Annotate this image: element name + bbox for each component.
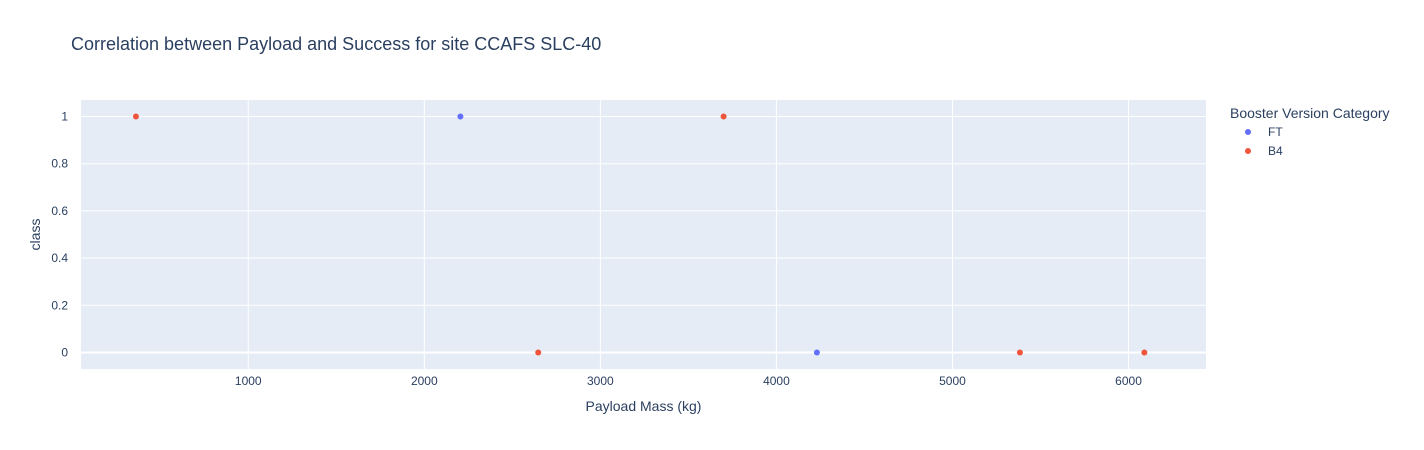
data-point-ft[interactable] xyxy=(813,349,820,356)
x-tick-label: 2000 xyxy=(411,374,438,388)
data-point-b4[interactable] xyxy=(1141,349,1148,356)
legend-marker xyxy=(1245,129,1251,135)
y-tick-label: 1 xyxy=(61,110,68,124)
y-tick-label: 0.2 xyxy=(51,298,68,312)
y-axis-title: class xyxy=(27,219,43,251)
data-point-b4[interactable] xyxy=(1016,349,1023,356)
legend-label: B4 xyxy=(1268,144,1283,158)
data-point-ft[interactable] xyxy=(457,113,464,120)
x-axis-ticks: 1000 2000 3000 4000 5000 6000 xyxy=(235,374,1142,388)
legend-item-b4[interactable]: B4 xyxy=(1245,144,1283,158)
y-tick-label: 0.8 xyxy=(51,157,68,171)
legend[interactable]: Booster Version Category FT B4 xyxy=(1230,105,1390,158)
data-point-b4[interactable] xyxy=(132,113,139,120)
data-points xyxy=(132,113,1148,356)
legend-label: FT xyxy=(1268,125,1283,139)
legend-item-ft[interactable]: FT xyxy=(1245,125,1283,139)
data-point-b4[interactable] xyxy=(720,113,727,120)
y-tick-label: 0.4 xyxy=(51,251,68,265)
x-axis-title: Payload Mass (kg) xyxy=(586,398,702,414)
x-tick-label: 6000 xyxy=(1115,374,1142,388)
grid-lines xyxy=(81,100,1206,369)
data-point-b4[interactable] xyxy=(535,349,542,356)
x-tick-label: 1000 xyxy=(235,374,262,388)
x-tick-label: 4000 xyxy=(763,374,790,388)
legend-marker xyxy=(1245,148,1251,154)
x-tick-label: 3000 xyxy=(587,374,614,388)
y-axis-ticks: 0 0.2 0.4 0.6 0.8 1 xyxy=(51,110,68,360)
y-tick-label: 0 xyxy=(61,345,68,359)
y-tick-label: 0.6 xyxy=(51,204,68,218)
chart-title: Correlation between Payload and Success … xyxy=(71,34,601,54)
plot-area xyxy=(81,100,1206,369)
x-tick-label: 5000 xyxy=(939,374,966,388)
legend-title: Booster Version Category xyxy=(1230,105,1390,121)
